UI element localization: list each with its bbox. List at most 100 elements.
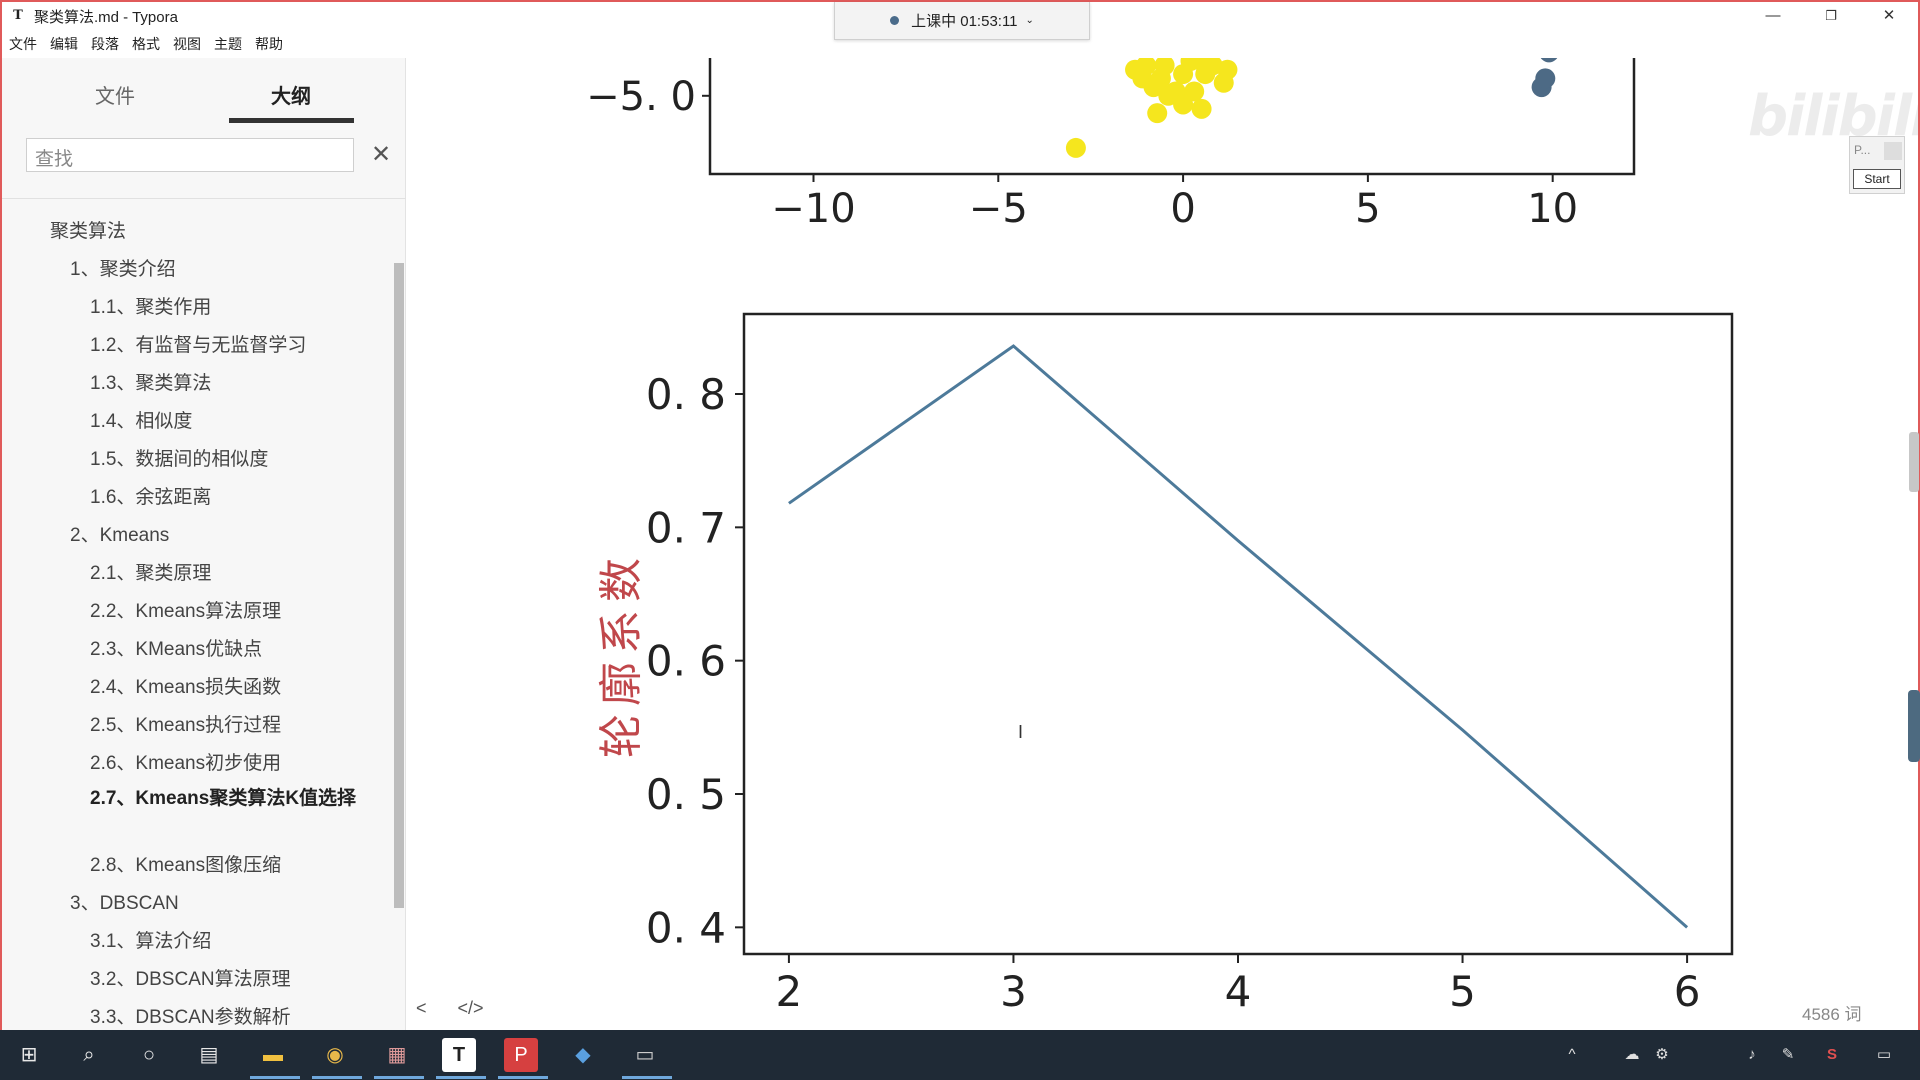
menu-theme[interactable]: 主题 [214, 36, 242, 52]
outline-item[interactable]: 1.2、有监督与无监督学习 [90, 335, 307, 356]
minimize-button[interactable]: — [1765, 7, 1781, 24]
menu-edit[interactable]: 编辑 [50, 36, 78, 52]
scatter-point [1173, 64, 1194, 85]
start-button[interactable]: Start [1853, 169, 1901, 189]
x-tick-label: 4 [1225, 967, 1252, 1016]
outline-item[interactable]: 1.4、相似度 [90, 411, 193, 432]
scatter-frame [708, 58, 1636, 176]
outline-item[interactable]: 2、Kmeans [70, 525, 170, 546]
recording-label: 上课中 01:53:11 [911, 13, 1018, 30]
app-icon[interactable]: ◆ [575, 1044, 591, 1066]
active-indicator [374, 1076, 424, 1079]
toggle-sidebar-button[interactable]: < [416, 998, 427, 1018]
outline-item[interactable]: 1.5、数据间的相似度 [90, 449, 269, 470]
menu-paragraph[interactable]: 段落 [91, 36, 119, 52]
x-tick-label: 3 [1000, 967, 1027, 1016]
paint-icon[interactable]: ▦ [387, 1044, 407, 1066]
menu-view[interactable]: 视图 [173, 36, 201, 52]
editor-pane[interactable]: −10 −5 0 5 10 −5. 0 0. 8 0. 7 0. 6 0. 5 0. 4 2 3 4 5 6… [408, 58, 1918, 1032]
input-method-icon[interactable]: S [1826, 1046, 1837, 1063]
scatter-point [1191, 98, 1212, 119]
scatter-point [1213, 72, 1234, 93]
menu-format[interactable]: 格式 [132, 36, 160, 52]
outline-item[interactable]: 2.3、KMeans优缺点 [90, 639, 263, 660]
scatter-point [1158, 85, 1179, 106]
outline-item[interactable]: 3.1、算法介绍 [90, 931, 212, 952]
active-indicator [436, 1076, 486, 1079]
task-view-icon[interactable]: ▤ [199, 1044, 219, 1066]
editor-bottom-tools: < </> [416, 998, 510, 1019]
outline-item[interactable]: 2.4、Kmeans损失函数 [90, 677, 282, 698]
notification-icon[interactable]: ▭ [1876, 1046, 1892, 1063]
tab-outline[interactable]: 大纲 [271, 86, 311, 108]
x-tick-label: 5 [1355, 186, 1380, 232]
active-indicator [250, 1076, 300, 1079]
y-tick-label: 0. 7 [646, 503, 726, 552]
sidebar-tabs: 文件 大纲 [2, 58, 406, 124]
sidebar-scrollbar[interactable] [394, 263, 404, 908]
scatter-point [1535, 68, 1556, 89]
text-cursor-icon: I [1018, 722, 1024, 742]
menu-file[interactable]: 文件 [9, 36, 37, 52]
active-indicator [622, 1076, 672, 1079]
outline-item[interactable]: 2.5、Kmeans执行过程 [90, 715, 282, 736]
side-panel-handle[interactable] [1908, 690, 1920, 762]
y-tick-label: −5. 0 [586, 74, 696, 120]
y-tick-label: 0. 8 [646, 370, 726, 419]
search-icon[interactable]: ⌕ [83, 1044, 95, 1066]
close-icon[interactable]: ✕ [370, 141, 392, 168]
source-code-mode-button[interactable]: </> [457, 998, 484, 1018]
outline-item[interactable]: 2.6、Kmeans初步使用 [90, 753, 282, 774]
outline-item[interactable]: 1、聚类介绍 [70, 259, 176, 280]
outline-search-input[interactable]: 查找 [26, 138, 354, 172]
cortana-icon[interactable]: ○ [142, 1044, 156, 1066]
volume-icon[interactable]: ♪ [1748, 1046, 1756, 1063]
y-axis-label: 轮廓系数 [596, 550, 647, 758]
outline-item[interactable]: 3、DBSCAN [70, 893, 179, 914]
chrome-icon[interactable]: ◉ [326, 1044, 344, 1066]
scatter-point [1184, 81, 1205, 102]
settings-icon[interactable]: ⚙ [1655, 1046, 1669, 1063]
file-explorer-icon[interactable]: ▬ [263, 1044, 283, 1066]
editor-scrollbar[interactable] [1909, 432, 1919, 492]
x-tick-label: −10 [771, 186, 855, 232]
restore-button[interactable]: ❐ [1825, 8, 1837, 23]
outline-item[interactable]: 聚类算法 [50, 221, 127, 242]
outline-item[interactable]: 2.1、聚类原理 [90, 563, 212, 584]
cloud-icon[interactable]: ☁ [1624, 1046, 1640, 1063]
x-tick-label: 0 [1170, 186, 1195, 232]
outline-item[interactable]: 2.2、Kmeans算法原理 [90, 601, 282, 622]
plot-frame [742, 312, 1734, 956]
pdf-icon[interactable]: P [504, 1038, 538, 1072]
word-count[interactable]: 4586 词 [1802, 1005, 1862, 1024]
x-tick-label: −5 [969, 186, 1028, 232]
scatter-point [1065, 137, 1086, 158]
active-indicator [312, 1076, 362, 1079]
x-tick-label: 2 [776, 967, 803, 1016]
outline-item[interactable]: 3.2、DBSCAN算法原理 [90, 969, 291, 990]
pen-icon[interactable]: ✎ [1781, 1046, 1795, 1063]
widget-label: P... [1854, 143, 1871, 157]
tab-files[interactable]: 文件 [95, 86, 135, 108]
y-tick-label: 0. 6 [646, 637, 726, 686]
close-button[interactable]: ✕ [1882, 7, 1896, 24]
terminal-icon[interactable]: ▭ [635, 1044, 655, 1066]
recording-dot-icon [890, 16, 900, 25]
recording-indicator[interactable]: 上课中 01:53:11 ⌄ [834, 2, 1090, 40]
outline-item[interactable]: 1.6、余弦距离 [90, 487, 212, 508]
windows-icon[interactable]: ⊞ [20, 1044, 38, 1066]
tray-expand-icon[interactable]: ^ [1568, 1046, 1576, 1063]
y-tick-label: 0. 5 [646, 770, 726, 819]
outline-item[interactable]: 2.8、Kmeans图像压缩 [90, 855, 282, 876]
menu-help[interactable]: 帮助 [255, 36, 283, 52]
outline-item[interactable]: 3.3、DBSCAN参数解析 [90, 1007, 291, 1028]
typora-icon[interactable]: T [442, 1038, 476, 1072]
outline-item[interactable]: 2.7、Kmeans聚类算法K值选择 [90, 788, 357, 809]
outline-item[interactable]: 1.3、聚类算法 [90, 373, 212, 394]
x-tick-label: 10 [1527, 186, 1578, 232]
scatter-point [1143, 77, 1164, 98]
x-tick-label: 6 [1674, 967, 1701, 1016]
outline-item[interactable]: 1.1、聚类作用 [90, 297, 212, 318]
chevron-down-icon: ⌄ [1025, 15, 1034, 26]
